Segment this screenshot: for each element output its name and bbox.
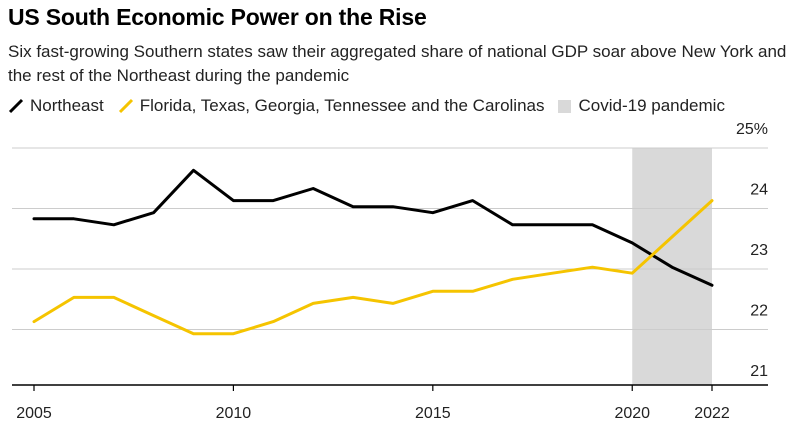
legend-label-pandemic: Covid-19 pandemic — [578, 96, 725, 115]
y-tick-label-24: 24 — [750, 182, 768, 199]
northeast-line-icon — [8, 98, 24, 114]
x-tick-label-2020: 2020 — [614, 405, 650, 422]
legend-item-northeast: Northeast — [8, 96, 104, 116]
south-line-icon — [118, 98, 133, 114]
northeast-series-line — [32, 168, 714, 287]
legend-label-south: Florida, Texas, Georgia, Tennessee and t… — [139, 96, 545, 115]
x-tick-label-2015: 2015 — [415, 405, 451, 422]
south-series-line — [32, 199, 714, 336]
legend-item-pandemic: Covid-19 pandemic — [558, 96, 725, 116]
legend-item-south: Florida, Texas, Georgia, Tennessee and t… — [118, 96, 545, 116]
chart-subtitle: Six fast-growing Southern states saw the… — [8, 42, 787, 85]
legend-label-northeast: Northeast — [30, 96, 104, 115]
y-tick-label-22: 22 — [750, 303, 768, 320]
x-tick-label-2010: 2010 — [216, 405, 252, 422]
y-tick-label-23: 23 — [750, 242, 768, 259]
chart-title: US South Economic Power on the Rise — [8, 4, 427, 30]
x-tick-label-2022: 2022 — [694, 405, 730, 422]
pandemic-swatch-icon — [558, 99, 572, 113]
x-tick-label-2005: 2005 — [16, 405, 52, 422]
legend: Northeast Florida, Texas, Georgia, Tenne… — [8, 94, 725, 118]
y-tick-label-25: 25% — [736, 121, 768, 138]
y-tick-label-21: 21 — [750, 363, 768, 380]
